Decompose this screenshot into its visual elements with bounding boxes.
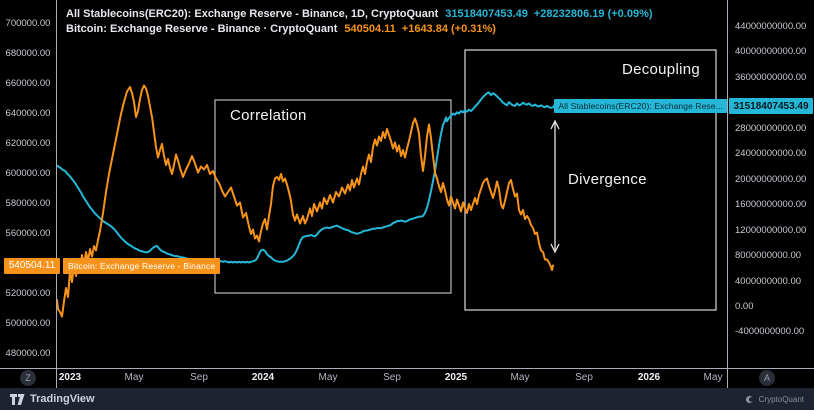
right-axis-tick: 36000000000.00 [735,71,807,83]
right-axis-tick: 8000000000.00 [735,250,802,262]
right-axis-separator [727,0,728,388]
right-axis-tick: 20000000000.00 [735,173,807,185]
left-price-axis[interactable]: 700000.00 680000.00 660000.00 640000.00 6200… [0,0,56,368]
correlation-box[interactable] [214,99,452,294]
left-axis-tick: 520000.00 [5,288,51,299]
stablecoin-last-value: 31518407453.49 [445,8,528,20]
tradingview-logo-icon [10,393,25,405]
time-axis-tick: Sep [575,372,593,383]
left-axis-tick: 500000.00 [5,318,51,329]
left-axis-tick: 680000.00 [5,48,51,59]
bitcoin-series-title: Bitcoin: Exchange Reserve - Binance · Cr… [66,23,338,35]
cryptoquant-brand[interactable]: CryptoQuant [745,395,804,404]
left-axis-tick: 480000.00 [5,348,51,359]
decoupling-box[interactable] [464,49,717,311]
cryptoquant-logo-icon [745,395,754,403]
time-axis-tick: May [318,372,338,383]
tradingview-brand-text: TradingView [30,393,95,405]
right-axis-tick: 40000000000.00 [735,46,807,58]
left-axis-tick: 600000.00 [5,168,51,179]
time-axis-tick: May [703,372,723,383]
right-axis-tick: 16000000000.00 [735,199,807,211]
time-axis-tick: 2024 [251,372,275,383]
decoupling-annotation-label[interactable]: Decoupling [621,61,700,78]
stablecoin-change: +28232806.19 (+0.09%) [533,8,653,20]
cryptoquant-brand-text: CryptoQuant [758,394,804,404]
time-axis-tick: 2023 [58,372,82,383]
right-axis-tick: 44000000000.00 [735,21,807,32]
stablecoin-axis-price-label: 31518407453.49 [729,98,813,115]
time-axis-tick: May [510,372,530,383]
right-axis-tick: 28000000000.00 [735,122,807,134]
right-axis-tick: 0.00 [735,301,754,313]
left-axis-tick: 660000.00 [5,78,51,89]
left-axis-separator [56,0,57,388]
time-axis-separator [0,368,814,369]
divergence-arrow-head-bottom [550,243,560,254]
left-axis-tick: 580000.00 [5,198,51,209]
right-axis-tick: 4000000000.00 [735,275,802,287]
left-axis-tick: 560000.00 [5,228,51,239]
stablecoin-series-title: All Stablecoins(ERC20): Exchange Reserve… [66,8,439,20]
bitcoin-last-value: 540504.11 [344,23,396,35]
left-axis-tick: 640000.00 [5,108,51,119]
divergence-arrow-head-top [550,119,560,130]
bitcoin-floating-series-label: Bitcoin: Exchange Reserve - Binance [63,257,221,274]
right-axis-tick: 12000000000.00 [735,224,807,236]
time-axis-tick: Sep [190,372,208,383]
legend-series-stablecoin[interactable]: All Stablecoins(ERC20): Exchange Reserve… [66,7,653,22]
time-axis[interactable]: 2023 May Sep 2024 May Sep 2025 May Sep 2026 May [0,369,814,388]
bitcoin-change: +1643.84 (+0.31%) [401,23,496,35]
auto-scale-button[interactable]: A [759,370,775,386]
stablecoin-floating-series-label: All Stablecoins(ERC20): Exchange Rese... [554,99,727,114]
tradingview-brand[interactable]: TradingView [10,393,95,406]
price-chart-canvas[interactable] [0,0,814,388]
right-axis-tick: 24000000000.00 [735,148,807,160]
time-axis-tick: May [124,372,144,383]
left-axis-settings-button[interactable]: Z [20,370,36,386]
legend: All Stablecoins(ERC20): Exchange Reserve… [66,7,653,37]
bitcoin-series-line[interactable] [56,84,554,318]
time-axis-tick: 2025 [444,372,468,383]
left-axis-tick: 700000.00 [5,18,51,29]
stablecoin-series-line[interactable] [56,91,556,264]
bitcoin-axis-price-label: 540504.11 [4,257,60,274]
correlation-annotation-label[interactable]: Correlation [230,107,307,124]
left-axis-tick: 620000.00 [5,138,51,149]
right-axis-tick: -4000000000.00 [735,326,805,338]
divergence-annotation-label[interactable]: Divergence [568,171,647,188]
time-axis-tick: Sep [383,372,401,383]
time-axis-tick: 2026 [637,372,661,383]
footer-bar: TradingView CryptoQuant [0,388,814,410]
right-price-axis[interactable]: 44000000000.00 40000000000.00 36000000000.… [729,0,814,368]
legend-series-bitcoin[interactable]: Bitcoin: Exchange Reserve - Binance · Cr… [66,22,653,37]
